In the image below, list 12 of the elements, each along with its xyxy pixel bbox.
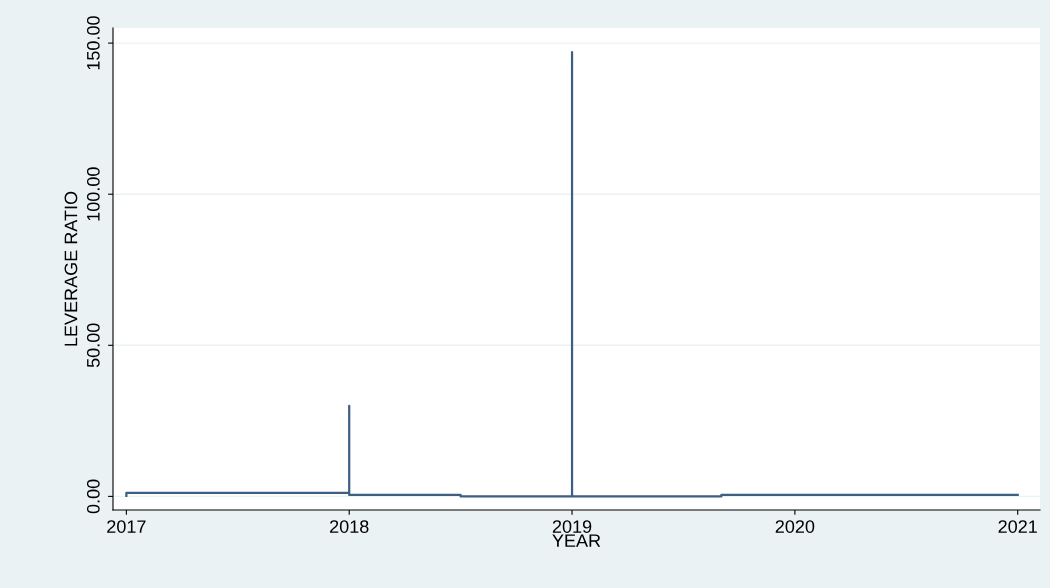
- y-tick-label: 0.00: [86, 479, 100, 514]
- x-tick-label: 2021: [998, 520, 1037, 533]
- x-tick-label: 2017: [107, 520, 146, 533]
- y-axis-title: LEVERAGE RATIO: [64, 191, 78, 346]
- x-axis-title: YEAR: [552, 534, 601, 547]
- x-tick-label: 2019: [552, 520, 592, 533]
- y-tick-label: 50.00: [86, 323, 100, 368]
- x-tick-label: 2020: [775, 520, 815, 533]
- line-series: [125, 51, 1019, 498]
- y-tick-label: 100.00: [86, 167, 100, 221]
- x-tick-label: 2018: [330, 520, 369, 533]
- y-tick-label: 150.00: [86, 16, 100, 70]
